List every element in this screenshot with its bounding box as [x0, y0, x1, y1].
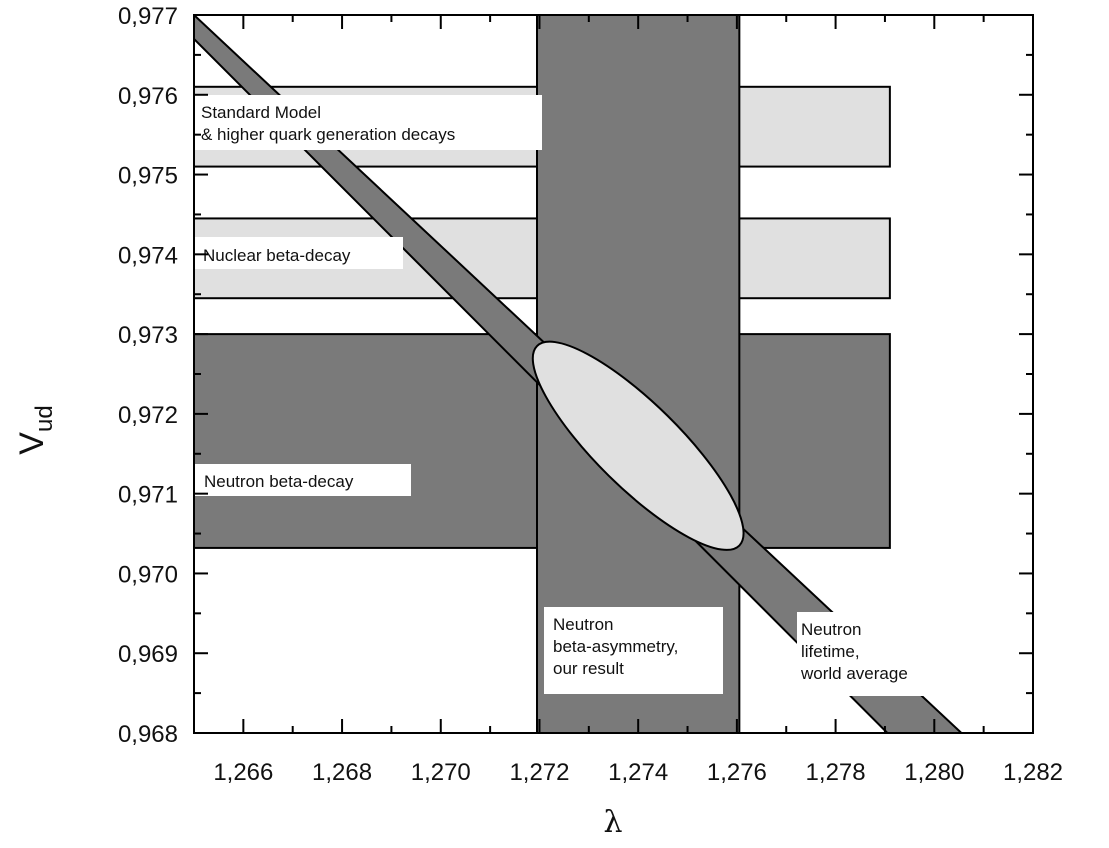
x-tick-label: 1,282: [1003, 759, 1063, 786]
x-tick-label: 1,280: [904, 759, 964, 786]
neutron-beta-asymmetry-label-box: [544, 607, 723, 694]
bands-layer: [194, 15, 963, 733]
y-tick-label: 0,973: [118, 322, 178, 349]
y-tick-label: 0,975: [118, 163, 178, 190]
band-labels-layer: Standard Model & higher quark generation …: [194, 95, 949, 696]
x-axis-title: λ: [603, 805, 622, 840]
neutron-beta-asymmetry-label-line: our result: [553, 659, 624, 678]
standard-model-label: Standard Model & higher quark generation …: [201, 103, 455, 144]
x-tick-label: 1,272: [509, 759, 569, 786]
neutron-lifetime-label: Neutron lifetime, world average: [800, 620, 908, 683]
neutron-beta-asymmetry-label-line: beta-asymmetry,: [553, 637, 678, 656]
y-tick-label: 0,974: [118, 242, 178, 269]
x-tick-label: 1,268: [312, 759, 372, 786]
y-tick-label: 0,976: [118, 83, 178, 110]
neutron-lifetime-label-line: Neutron: [801, 620, 861, 639]
x-tick-label: 1,270: [411, 759, 471, 786]
nuclear-beta-decay-label-box: [194, 237, 403, 269]
y-tick-label: 0,969: [118, 641, 178, 668]
y-axis-ticks: 0,968 0,969 0,970 0,971 0,972 0,973 0,974 0,975…: [118, 3, 1033, 748]
combined-result-ellipse: [531, 340, 745, 551]
neutron-lifetime-label-line: lifetime,: [801, 642, 860, 661]
neutron-beta-asymmetry-label: Neutron beta-asymmetry, our result: [553, 615, 678, 678]
y-tick-label: 0,970: [118, 561, 178, 588]
neutron-lifetime-label-line: world average: [800, 664, 908, 683]
y-axis-title-sub: ud: [31, 405, 58, 432]
x-tick-label: 1,278: [806, 759, 866, 786]
neutron-beta-asymmetry-label-line: Neutron: [553, 615, 613, 634]
standard-model-label-box: [194, 95, 542, 150]
y-tick-label: 0,972: [118, 402, 178, 429]
x-axis-ticks: 1,266 1,268 1,270 1,272 1,274 1,276 1,278 1,280…: [193, 15, 1063, 786]
y-tick-label: 0,977: [118, 3, 178, 30]
y-axis-title: Vud: [13, 405, 58, 454]
y-axis-title-main: V: [13, 432, 51, 455]
x-tick-label: 1,276: [707, 759, 767, 786]
standard-model-label-line: Standard Model: [201, 103, 321, 122]
x-tick-label: 1,266: [213, 759, 273, 786]
y-tick-label: 0,971: [118, 482, 178, 509]
standard-model-label-line: & higher quark generation decays: [201, 125, 455, 144]
nuclear-beta-decay-label-line: Nuclear beta-decay: [203, 246, 351, 265]
neutron-beta-decay-label: Neutron beta-decay: [204, 472, 354, 491]
x-tick-label: 1,274: [608, 759, 668, 786]
neutron-beta-decay-label-box: [194, 464, 411, 496]
neutron-lifetime-label-box: [797, 612, 949, 696]
nuclear-beta-decay-label: Nuclear beta-decay: [203, 246, 351, 265]
neutron-beta-decay-label-line: Neutron beta-decay: [204, 472, 354, 491]
y-tick-label: 0,968: [118, 721, 178, 748]
